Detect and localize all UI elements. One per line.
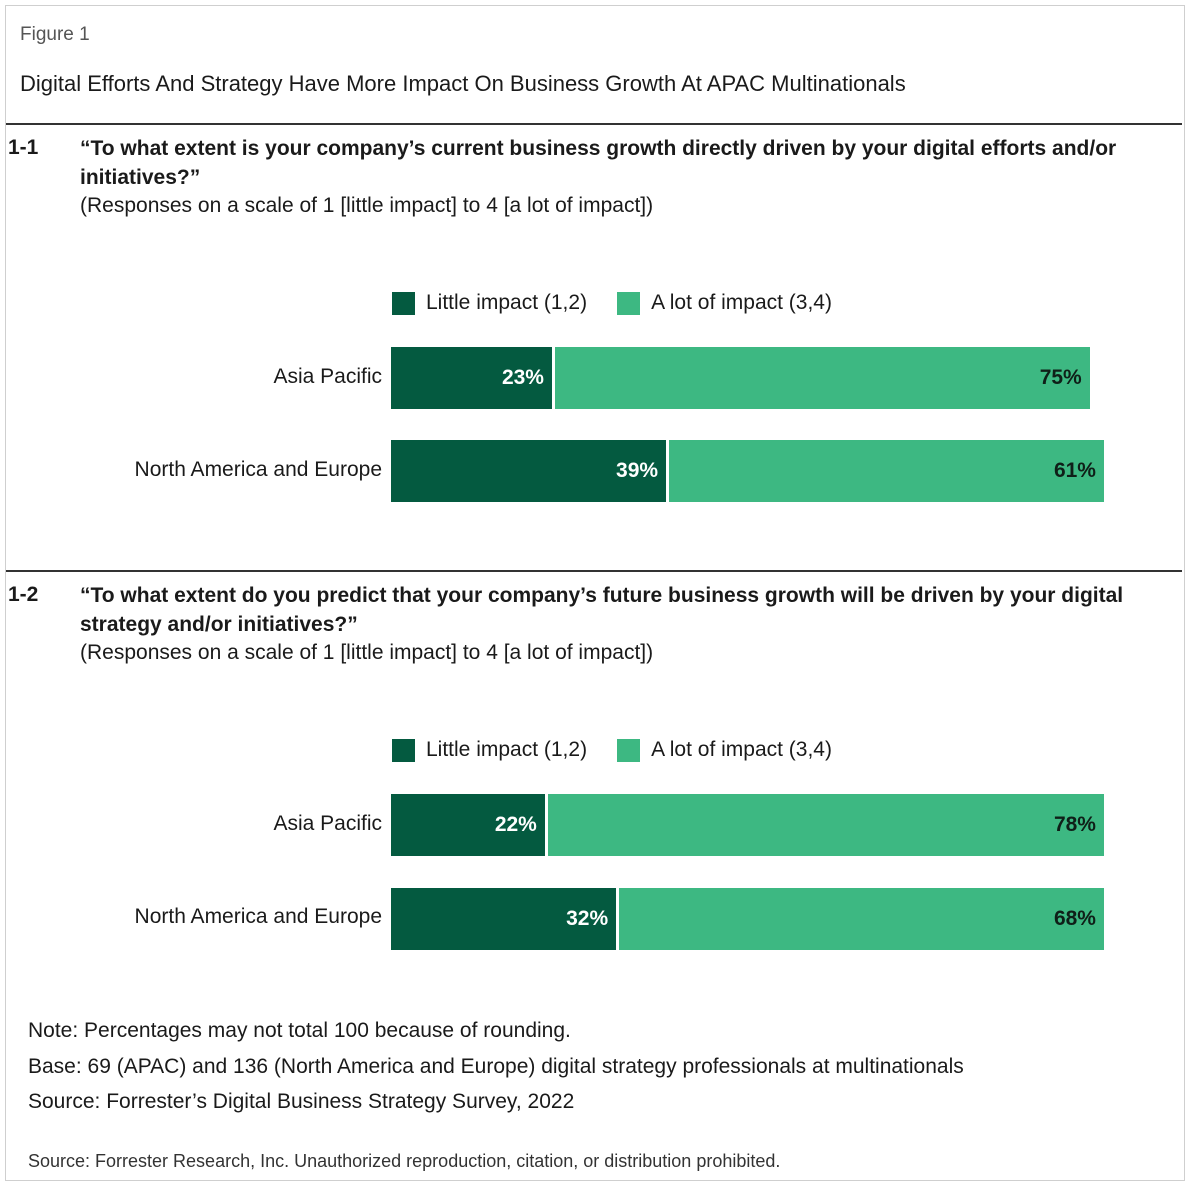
legend-swatch (392, 291, 415, 315)
chart-legend: Little impact (1,2) A lot of impact (3,4… (392, 737, 862, 763)
category-label: North America and Europe (134, 905, 382, 928)
legend-label: A lot of impact (3,4) (651, 738, 832, 761)
data-label: 61% (1053, 459, 1096, 482)
bar-alot-impact: 68% (619, 888, 1104, 950)
legend-label: Little impact (1,2) (426, 291, 588, 314)
section-divider (6, 123, 1182, 125)
legend-item-little: Little impact (1,2) (392, 291, 587, 315)
question-text: “To what extent do you predict that your… (80, 584, 1124, 636)
question-subtitle: (Responses on a scale of 1 [little impac… (80, 641, 654, 664)
bar-little-impact: 39% (391, 440, 667, 502)
question-text: “To what extent is your company’s curren… (80, 137, 1117, 189)
base-text: Base: 69 (APAC) and 136 (North America a… (28, 1054, 964, 1078)
question-number: 1-1 (8, 136, 39, 159)
legend-swatch (392, 738, 415, 762)
chart-notes: Note: Percentages may not total 100 beca… (28, 1013, 964, 1120)
data-label: 75% (1039, 366, 1082, 389)
legend-item-alot: A lot of impact (3,4) (617, 738, 832, 762)
source-text: Source: Forrester’s Digital Business Str… (28, 1090, 575, 1113)
question-subtitle: (Responses on a scale of 1 [little impac… (80, 194, 654, 217)
category-label: Asia Pacific (273, 812, 382, 835)
bar-alot-impact: 61% (669, 440, 1104, 502)
chart-legend: Little impact (1,2) A lot of impact (3,4… (392, 290, 862, 316)
data-label: 78% (1053, 813, 1096, 836)
legend-item-little: Little impact (1,2) (392, 738, 587, 762)
legend-label: Little impact (1,2) (426, 738, 588, 761)
data-label: 68% (1053, 907, 1096, 930)
data-label: 23% (501, 366, 544, 389)
category-label: North America and Europe (134, 458, 382, 481)
figure-label: Figure 1 (20, 24, 90, 45)
figure-title: Digital Efforts And Strategy Have More I… (20, 71, 906, 96)
bar-little-impact: 22% (391, 794, 545, 856)
legend-swatch (617, 738, 641, 762)
data-label: 39% (616, 459, 659, 482)
data-label: 22% (494, 813, 537, 836)
copyright-footer: Source: Forrester Research, Inc. Unautho… (28, 1151, 781, 1171)
note-text: Note: Percentages may not total 100 beca… (28, 1019, 571, 1042)
legend-label: A lot of impact (3,4) (651, 291, 832, 314)
bar-alot-impact: 75% (554, 347, 1090, 409)
bar-alot-impact: 78% (547, 794, 1104, 856)
section-divider (6, 570, 1182, 572)
data-label: 32% (566, 907, 609, 930)
legend-item-alot: A lot of impact (3,4) (617, 291, 832, 315)
category-label: Asia Pacific (273, 365, 382, 388)
bar-little-impact: 23% (391, 347, 552, 409)
figure-frame (5, 5, 1185, 1181)
legend-swatch (617, 291, 641, 315)
question-number: 1-2 (8, 583, 39, 606)
bar-little-impact: 32% (391, 888, 617, 950)
